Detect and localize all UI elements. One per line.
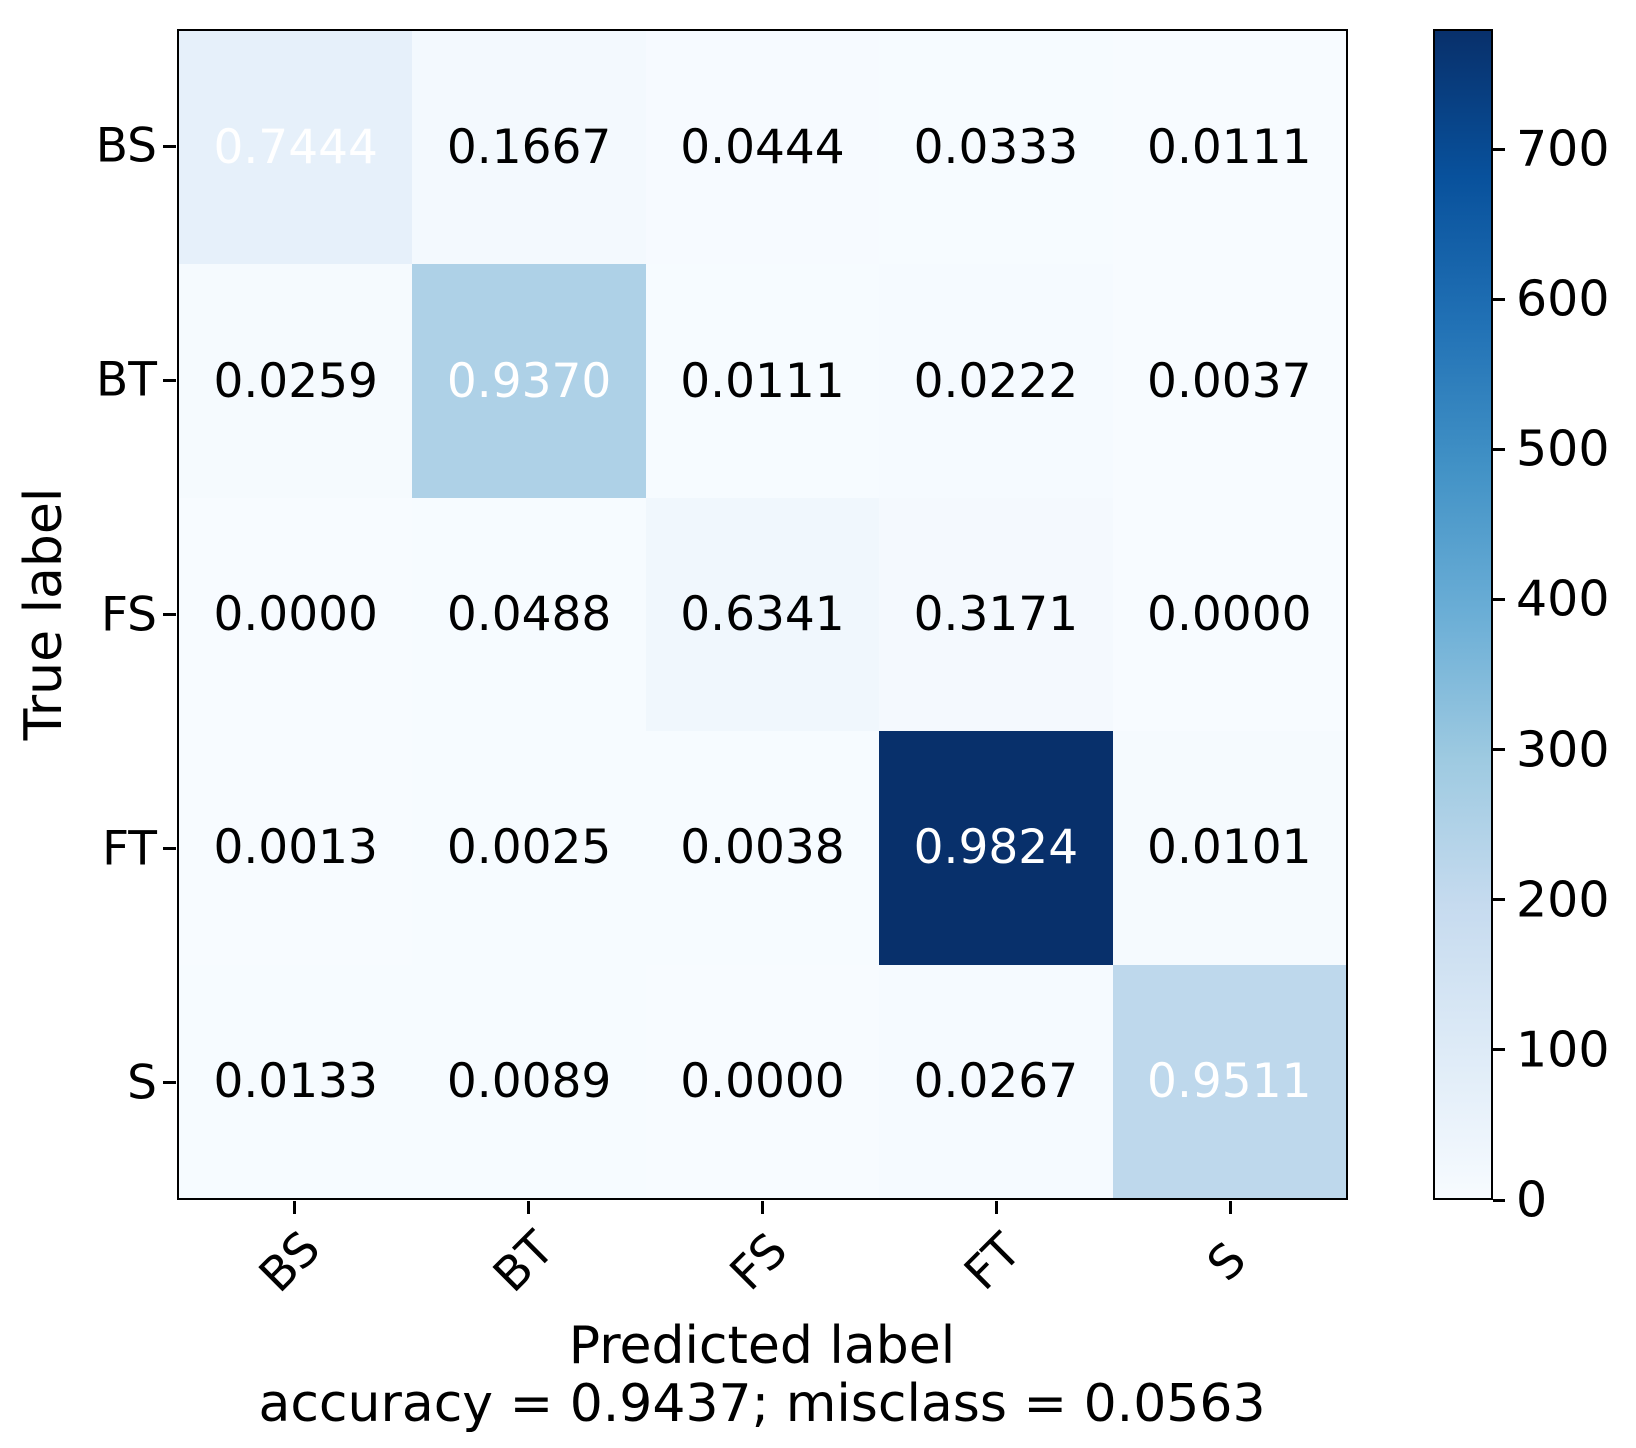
heatmap-cell: 0.6341: [645, 497, 880, 732]
tick-mark: [163, 144, 176, 148]
colorbar: [1433, 29, 1493, 1200]
y-tick-label: BS: [95, 118, 157, 174]
heatmap-cell: 0.0000: [645, 964, 880, 1198]
x-tick-label: FT: [953, 1223, 1032, 1301]
heatmap-cell: 0.0089: [412, 964, 646, 1198]
heatmap-cell: 0.3171: [879, 497, 1113, 732]
tick-mark: [761, 1201, 764, 1214]
heatmap-cell: 0.0267: [879, 964, 1113, 1198]
tick-mark: [995, 1201, 999, 1214]
heatmap-cell: 0.0133: [179, 964, 413, 1198]
tick-mark: [163, 378, 176, 382]
heatmap-cell: 0.9370: [412, 264, 646, 498]
accuracy-caption: accuracy = 0.9437; misclass = 0.0563: [246, 1372, 1278, 1436]
x-tick-label: FS: [719, 1222, 798, 1302]
heatmap-grid: 0.7444 0.1667 0.0444 0.0333 0.0111 0.0259 0.93…: [177, 29, 1348, 1200]
heatmap-cell: 0.9511: [1112, 964, 1346, 1198]
tick-mark: [163, 1081, 176, 1085]
heatmap-cell: 0.9824: [879, 731, 1113, 965]
heatmap-cell: 0.0488: [412, 497, 646, 732]
heatmap-cell: 0.0025: [412, 731, 646, 965]
colorbar-tick-mark: [1493, 1048, 1505, 1052]
heatmap-cell: 0.0101: [1112, 731, 1346, 965]
colorbar-tick-mark: [1493, 297, 1505, 301]
y-tick-label: S: [127, 1055, 157, 1111]
colorbar-tick-label: 100: [1516, 1021, 1610, 1079]
tick-mark: [292, 1201, 296, 1214]
x-axis-label: Predicted label: [568, 1316, 956, 1376]
tick-mark: [163, 613, 176, 616]
colorbar-tick-mark: [1493, 748, 1505, 752]
heatmap-cell: 0.0013: [179, 731, 413, 965]
tick-mark: [526, 1201, 530, 1214]
colorbar-tick-label: 200: [1516, 871, 1610, 929]
x-tick-label: S: [1196, 1232, 1257, 1292]
colorbar-tick-mark: [1493, 597, 1505, 601]
heatmap-cell: 0.0000: [179, 497, 413, 732]
colorbar-tick-label: 0: [1516, 1171, 1548, 1229]
heatmap-cell: 0.0111: [645, 264, 880, 498]
y-tick-label: BT: [96, 352, 157, 408]
heatmap-cell: 0.0222: [879, 264, 1113, 498]
colorbar-tick-mark: [1493, 898, 1505, 902]
x-tick-label: BS: [248, 1220, 332, 1304]
tick-mark: [1229, 1201, 1233, 1214]
colorbar-tick-label: 300: [1516, 721, 1610, 779]
heatmap-cell: 0.7444: [179, 31, 413, 265]
heatmap-cell: 0.0333: [879, 31, 1113, 265]
tick-mark: [163, 847, 176, 851]
colorbar-tick-label: 700: [1516, 120, 1610, 178]
y-tick-label: FS: [100, 587, 157, 642]
heatmap-cell: 0.0111: [1112, 31, 1346, 265]
x-tick-label: BT: [483, 1221, 566, 1303]
heatmap-cell: 0.0444: [645, 31, 880, 265]
heatmap-cell: 0.0259: [179, 264, 413, 498]
colorbar-tick-mark: [1493, 147, 1505, 151]
colorbar-tick-label: 500: [1516, 420, 1610, 478]
heatmap-cell: 0.0037: [1112, 264, 1346, 498]
colorbar-tick-label: 400: [1516, 570, 1610, 628]
y-tick-label: FT: [102, 821, 157, 877]
colorbar-tick-label: 600: [1516, 270, 1610, 328]
colorbar-tick-mark: [1493, 447, 1505, 451]
heatmap-cell: 0.0038: [645, 731, 880, 965]
colorbar-tick-mark: [1493, 1198, 1505, 1202]
heatmap-cell: 0.1667: [412, 31, 646, 265]
heatmap-cell: 0.0000: [1112, 497, 1346, 732]
